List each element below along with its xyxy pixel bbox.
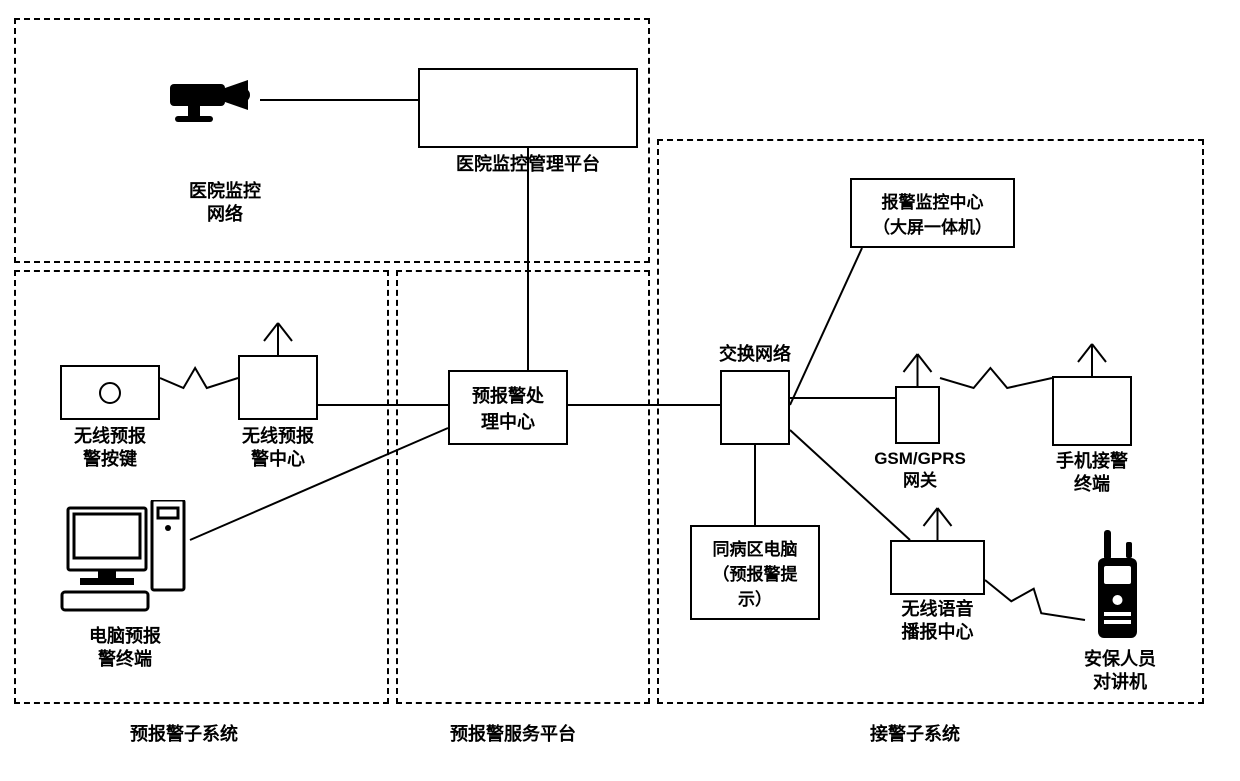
label-switch-network: 交换网络	[705, 343, 805, 366]
label-mobile-alarm-terminal: 手机接警终端	[1042, 450, 1142, 497]
node-wireless-pre-alarm-center	[238, 355, 318, 420]
label-wireless-pre-alarm-center: 无线预报警中心	[228, 425, 328, 472]
region-pre-alarm-service	[396, 270, 650, 704]
button-circle-icon	[98, 381, 122, 405]
camera-icon	[160, 72, 260, 132]
node-pre-alarm-processing-center: 预报警处理中心	[448, 370, 568, 445]
node-mobile-alarm-terminal	[1052, 376, 1132, 446]
node-switch-network	[720, 370, 790, 445]
node-wireless-pre-alarm-button	[60, 365, 160, 420]
label-pre-alarm-processing-center: 预报警处理中心	[472, 382, 544, 434]
label-hospital-monitoring-platform: 医院监控管理平台	[418, 153, 638, 176]
label-pre-alarm-service: 预报警服务平台	[450, 720, 576, 746]
label-wireless-pre-alarm-button: 无线预报警按键	[60, 425, 160, 472]
label-same-ward-pc: 同病区电脑（预报警提示）	[713, 535, 798, 610]
label-alarm-monitoring-center: 报警监控中心（大屏一体机）	[873, 188, 992, 238]
node-alarm-monitoring-center: 报警监控中心（大屏一体机）	[850, 178, 1015, 248]
label-wireless-voice-broadcast-center: 无线语音播报中心	[880, 598, 995, 645]
diagram-canvas: 医院监控网络 预报警子系统 预报警服务平台 接警子系统 医院监控管理平台 无线预…	[0, 0, 1240, 781]
node-hospital-monitoring-platform	[418, 68, 638, 148]
label-hospital-monitoring-network: 医院监控网络	[165, 180, 285, 227]
node-same-ward-pc: 同病区电脑（预报警提示）	[690, 525, 820, 620]
label-security-walkie-talkie: 安保人员对讲机	[1070, 648, 1170, 695]
walkie-talkie-icon	[1090, 530, 1145, 645]
node-wireless-voice-broadcast-center	[890, 540, 985, 595]
label-gsm-gprs-gateway: GSM/GPRS网关	[865, 448, 975, 492]
label-pc-pre-alarm-terminal: 电脑预报警终端	[60, 625, 190, 672]
label-pre-alarm-subsystem: 预报警子系统	[130, 720, 238, 746]
node-gsm-gprs-gateway	[895, 386, 940, 444]
label-alarm-receiving: 接警子系统	[870, 720, 960, 746]
computer-icon	[60, 500, 190, 620]
